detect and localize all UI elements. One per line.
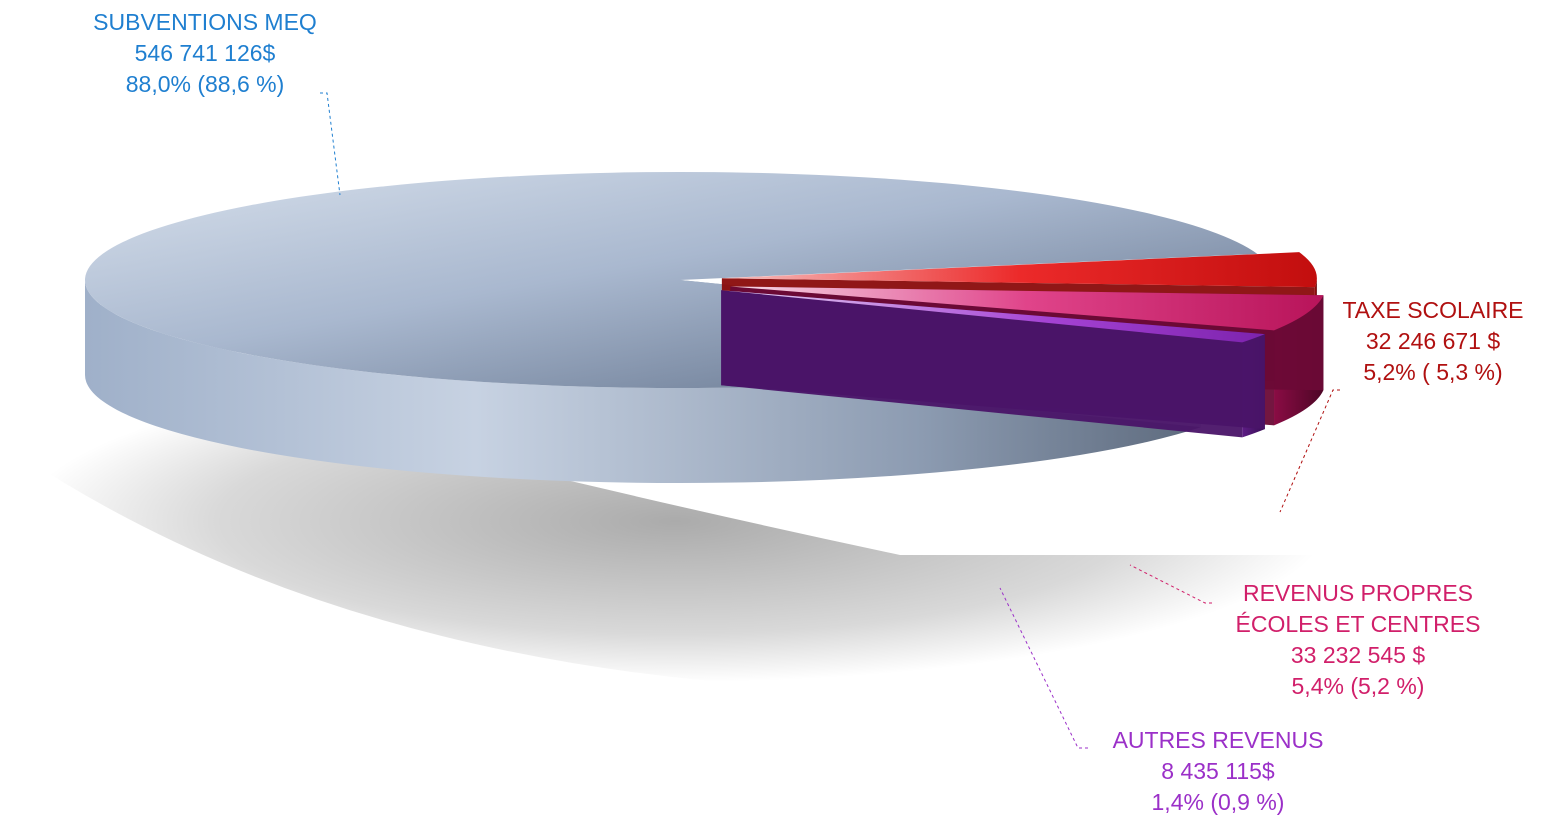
- slice-label-percent-text: 5,4% (5,2 %): [1292, 673, 1425, 699]
- slice-label-name: SUBVENTIONS MEQ: [93, 9, 317, 35]
- slice-label-amount-text: 546 741 126$: [135, 40, 276, 66]
- leader-line: [1279, 389, 1340, 513]
- slice-label-amount-text: 33 232 545 $: [1291, 642, 1426, 668]
- slice-label-percent-text: 1,4% (0,9 %): [1152, 789, 1285, 815]
- slice-label-name: REVENUS PROPRES: [1243, 580, 1473, 606]
- slice-label: REVENUS PROPRES ÉCOLES ET CENTRES 33 232 5…: [1236, 580, 1481, 699]
- slice-labels: SUBVENTIONS MEQ 546 741 126$ 88,0% (88,6 %…: [93, 9, 1523, 815]
- leader-line: [999, 587, 1088, 749]
- slice-label-percent-text: 5,2% ( 5,3 %): [1363, 359, 1502, 385]
- slice-side: [85, 280, 1202, 483]
- slice-label-name-line2: ÉCOLES ET CENTRES: [1236, 611, 1481, 637]
- slice-label: AUTRES REVENUS 8 435 115$ 1,4% (0,9 %): [1113, 727, 1324, 815]
- slice-label-amount-text: 8 435 115$: [1161, 758, 1275, 784]
- leader-line: [320, 92, 341, 196]
- slice-label-name: TAXE SCOLAIRE: [1342, 297, 1523, 323]
- slice-label: TAXE SCOLAIRE 32 246 671 $ 5,2% ( 5,3 %): [1342, 297, 1523, 385]
- slice-label-name: AUTRES REVENUS: [1113, 727, 1324, 753]
- pie-slice: [721, 290, 1265, 438]
- slice-label-amount-text: 32 246 671 $: [1366, 328, 1501, 354]
- slice-top: [721, 290, 1265, 343]
- slice-cut-face: [721, 290, 1243, 438]
- slice-label: SUBVENTIONS MEQ 546 741 126$ 88,0% (88,6 %…: [93, 9, 317, 97]
- slice-top: [730, 286, 1324, 331]
- leader-line: [1129, 564, 1212, 604]
- leader-lines: [320, 92, 1340, 749]
- slice-label-percent-text: 88,0% (88,6 %): [126, 71, 285, 97]
- slice-top: [721, 252, 1317, 288]
